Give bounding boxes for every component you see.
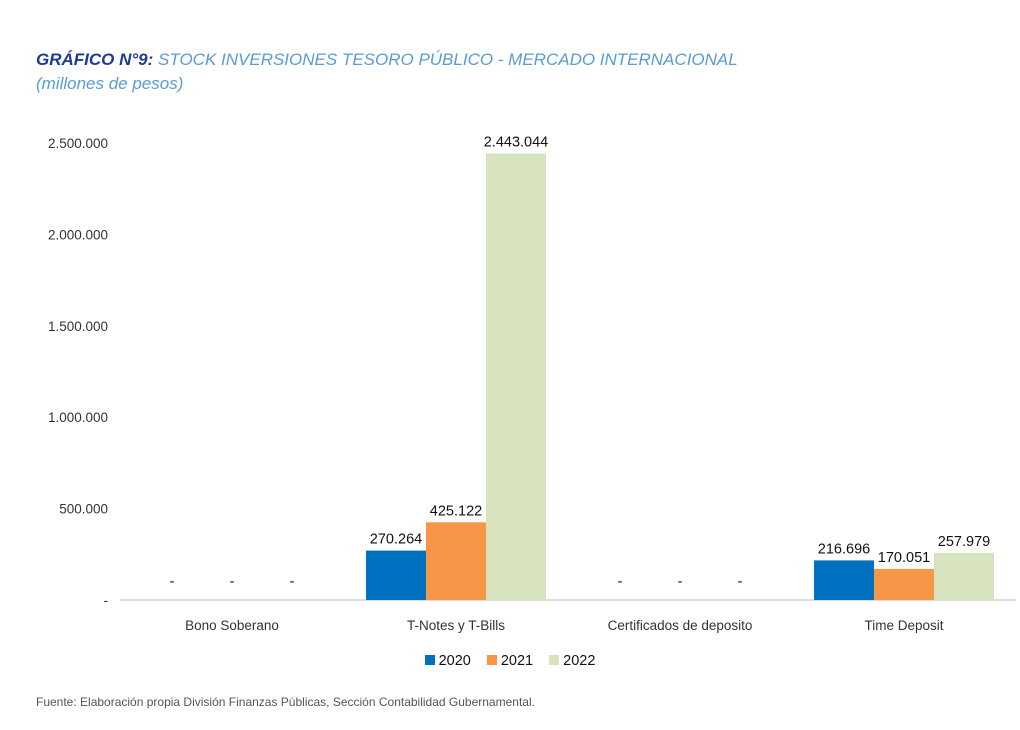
- data-label-2022-0: -: [290, 574, 295, 590]
- data-label-2021-0: -: [230, 574, 235, 590]
- data-label-2020-3: 216.696: [818, 541, 870, 557]
- legend-item-2020: 2020: [424, 653, 471, 669]
- data-label-2021-2: -: [678, 574, 683, 590]
- y-tick-label: -: [104, 593, 109, 608]
- chart-title-block: GRÁFICO N°9: STOCK INVERSIONES TESORO PÚ…: [36, 48, 738, 96]
- data-label-2021-3: 170.051: [878, 550, 930, 566]
- x-category-label: Certificados de deposito: [608, 618, 753, 633]
- y-tick-label: 1.500.000: [48, 319, 108, 334]
- bar-chart: - 500.000 1.000.000 1.500.000 2.000.000 2.500…: [48, 134, 1016, 633]
- legend-label-2020: 2020: [438, 653, 471, 669]
- chart-title-prefix: GRÁFICO N°9:: [36, 50, 154, 69]
- x-category-label: T-Notes y T-Bills: [407, 618, 505, 633]
- y-tick-label: 500.000: [59, 502, 108, 517]
- y-tick-label: 2.500.000: [48, 136, 108, 151]
- legend-label-2022: 2022: [563, 653, 596, 669]
- data-label-2022-1: 2.443.044: [484, 134, 549, 150]
- bar-2020-1: [366, 550, 426, 600]
- data-label-2020-1: 270.264: [370, 532, 422, 548]
- legend-swatch-2021: [486, 655, 497, 665]
- data-label-2020-0: -: [170, 574, 175, 590]
- legend-swatch-2020: [424, 655, 435, 665]
- x-category-label: Time Deposit: [864, 618, 943, 633]
- chart-subtitle: (millones de pesos): [36, 74, 184, 93]
- legend-label-2021: 2021: [500, 653, 534, 669]
- data-label-2022-2: -: [738, 574, 743, 590]
- data-label-2021-1: 425.122: [430, 503, 482, 519]
- legend-item-2022: 2022: [549, 653, 595, 669]
- bar-2022-3: [934, 552, 994, 600]
- legend-item-2021: 2021: [486, 653, 534, 669]
- bar-2021-3: [874, 568, 934, 600]
- y-tick-label: 1.000.000: [48, 410, 108, 425]
- chart-title: GRÁFICO N°9: STOCK INVERSIONES TESORO PÚ…: [36, 48, 738, 72]
- bar-2022-1: [486, 153, 546, 600]
- source-note: Fuente: Elaboración propia División Fina…: [36, 695, 535, 709]
- x-category-label: Bono Soberano: [185, 618, 279, 633]
- data-label-2020-2: -: [618, 574, 623, 590]
- legend-swatch-2022: [549, 655, 560, 665]
- data-label-2022-3: 257.979: [938, 534, 990, 550]
- bar-2021-1: [426, 522, 486, 600]
- chart-title-text: STOCK INVERSIONES TESORO PÚBLICO - MERCA…: [153, 50, 738, 69]
- y-tick-label: 2.000.000: [48, 227, 108, 242]
- bar-2020-3: [814, 560, 874, 600]
- chart-legend: 2020 2021 2022: [0, 653, 1020, 669]
